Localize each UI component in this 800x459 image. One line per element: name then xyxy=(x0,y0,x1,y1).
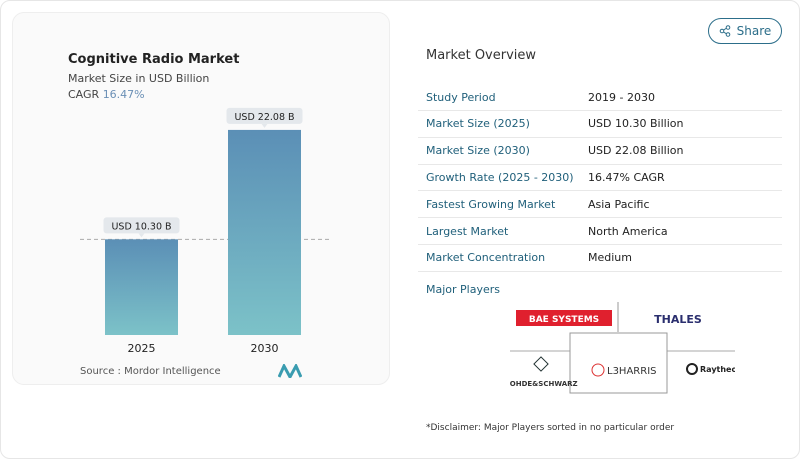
overview-row: Market Size (2030) USD 22.08 Billion xyxy=(418,138,782,165)
x-tick-label: 2030 xyxy=(251,342,279,355)
data-label-pointer xyxy=(261,123,268,128)
data-label: USD 22.08 B xyxy=(234,112,294,123)
overview-key: Market Size (2025) xyxy=(426,117,530,131)
overview-value: North America xyxy=(588,224,668,238)
bar-2030 xyxy=(228,129,301,335)
bae-text: BAE SYSTEMS xyxy=(529,315,599,325)
overview-key: Fastest Growing Market xyxy=(426,197,556,211)
overview-value: 2019 - 2030 xyxy=(588,90,655,104)
rs-logo xyxy=(533,356,549,372)
disclaimer: *Disclaimer: Major Players sorted in no … xyxy=(426,423,675,433)
cagr-label: CAGR xyxy=(68,88,100,101)
chart-subtitle: Market Size in USD Billion xyxy=(68,72,210,85)
overview-row: Largest Market North America xyxy=(418,218,782,245)
mordor-logo-icon xyxy=(278,364,302,378)
thales-text: THALES xyxy=(654,313,702,326)
overview-value: USD 10.30 Billion xyxy=(588,117,684,131)
x-tick-label: 2025 xyxy=(128,342,156,355)
overview-value: Medium xyxy=(588,251,632,265)
overview-key: Market Size (2030) xyxy=(426,144,530,158)
raytheon-text: Raytheon xyxy=(700,365,735,374)
share-button[interactable]: Share xyxy=(708,18,782,44)
overview-key: Growth Rate (2025 - 2030) xyxy=(426,170,574,184)
overview-key: Largest Market xyxy=(426,224,509,238)
overview-title: Market Overview xyxy=(426,48,537,63)
l3harris-text: L3HARRIS xyxy=(607,366,657,377)
rs-text: ROHDE&SCHWARZ xyxy=(510,380,578,388)
major-players-logos: BAE SYSTEMS THALES ROHDE&SCHWARZ L3HARRI… xyxy=(510,302,735,394)
data-label-bg xyxy=(103,217,180,234)
overview-value: 16.47% CAGR xyxy=(588,170,665,184)
cagr: CAGR 16.47% xyxy=(68,88,145,101)
overview-row: Market Size (2025) USD 10.30 Billion xyxy=(418,111,782,138)
overview-row: Market Concentration Medium xyxy=(418,245,782,272)
overview-value: Asia Pacific xyxy=(588,197,650,211)
data-label-bg xyxy=(226,107,303,124)
cagr-value: 16.47% xyxy=(102,88,145,101)
overview-key: Market Concentration xyxy=(426,251,546,265)
source: Source : Mordor Intelligence xyxy=(80,366,221,377)
share-label: Share xyxy=(736,24,772,38)
overview-row: Study Period 2019 - 2030 xyxy=(418,84,782,111)
overview-row: Fastest Growing Market Asia Pacific xyxy=(418,191,782,219)
data-label: USD 10.30 B xyxy=(111,221,171,232)
overview-value: USD 22.08 Billion xyxy=(588,144,684,158)
data-label-pointer xyxy=(138,233,145,238)
overview-key: Study Period xyxy=(426,90,496,104)
share-icon xyxy=(719,25,730,37)
major-players-title: Major Players xyxy=(426,283,500,296)
chart-title: Cognitive Radio Market xyxy=(68,52,240,67)
chart-card xyxy=(12,12,390,385)
bar-2025 xyxy=(105,239,178,335)
bae-logo xyxy=(516,310,612,326)
overview-row: Growth Rate (2025 - 2030) 16.47% CAGR xyxy=(418,164,782,192)
bar-chart: USD 10.30 B 2025 USD 22.08 B 2030 xyxy=(80,107,330,355)
